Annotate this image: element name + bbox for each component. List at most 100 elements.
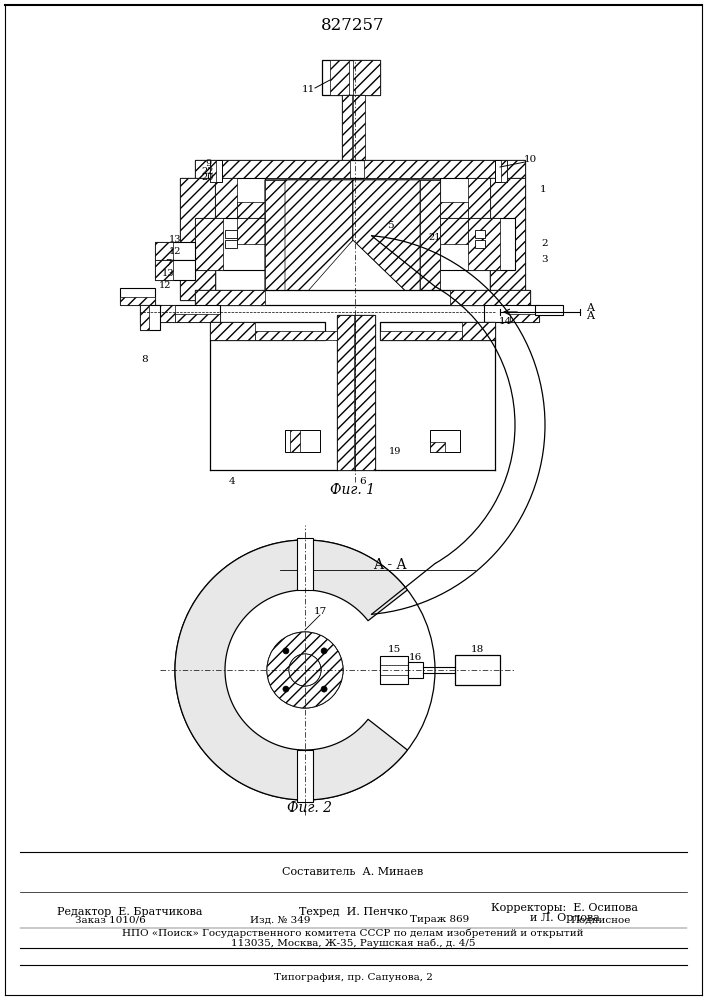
Text: Типография, пр. Сапунова, 2: Типография, пр. Сапунова, 2 bbox=[274, 972, 433, 982]
Polygon shape bbox=[353, 180, 440, 300]
Bar bbox=[215, 178, 237, 220]
Bar bbox=[155, 260, 195, 280]
Circle shape bbox=[289, 654, 321, 686]
Bar bbox=[510, 314, 539, 322]
Text: 22: 22 bbox=[201, 166, 214, 176]
Polygon shape bbox=[420, 180, 440, 300]
Bar bbox=[195, 160, 350, 178]
Bar bbox=[353, 95, 365, 160]
Bar bbox=[440, 218, 515, 270]
Text: 8: 8 bbox=[141, 356, 148, 364]
Bar bbox=[440, 218, 468, 244]
Text: 9: 9 bbox=[205, 159, 211, 168]
Bar bbox=[430, 430, 460, 452]
Text: 5: 5 bbox=[387, 221, 393, 230]
Bar bbox=[490, 178, 525, 300]
Text: 827257: 827257 bbox=[321, 16, 385, 33]
Bar bbox=[180, 178, 215, 300]
Text: 7: 7 bbox=[165, 258, 171, 267]
Bar bbox=[408, 662, 423, 678]
Bar bbox=[237, 218, 265, 244]
Text: НПО «Поиск» Государственного комитета СССР по делам изобретений и открытий: НПО «Поиск» Государственного комитета СС… bbox=[122, 928, 584, 938]
Text: 20: 20 bbox=[201, 174, 214, 182]
Bar bbox=[210, 160, 216, 182]
Text: 14: 14 bbox=[498, 318, 512, 326]
Bar bbox=[330, 60, 349, 95]
Circle shape bbox=[283, 686, 289, 692]
Bar bbox=[225, 230, 237, 238]
Text: Редактор  Е. Братчикова: Редактор Е. Братчикова bbox=[57, 907, 203, 917]
Bar bbox=[195, 290, 530, 305]
Circle shape bbox=[267, 632, 343, 708]
Text: Фиг. 1: Фиг. 1 bbox=[330, 483, 375, 497]
Bar bbox=[364, 160, 525, 178]
Bar bbox=[355, 315, 375, 470]
Text: 15: 15 bbox=[387, 646, 401, 654]
Circle shape bbox=[321, 648, 327, 654]
Bar bbox=[380, 331, 462, 340]
Text: Фиг. 2: Фиг. 2 bbox=[288, 801, 332, 815]
Text: Подписное: Подписное bbox=[570, 916, 631, 924]
Text: 113035, Москва, Ж-35, Раушская наб., д. 4/5: 113035, Москва, Ж-35, Раушская наб., д. … bbox=[230, 938, 475, 948]
Text: 1: 1 bbox=[539, 186, 547, 194]
Text: 18: 18 bbox=[470, 646, 484, 654]
Text: 12: 12 bbox=[169, 247, 181, 256]
Bar bbox=[380, 322, 495, 340]
Bar bbox=[430, 442, 445, 452]
Bar bbox=[255, 331, 337, 340]
Bar bbox=[210, 322, 255, 340]
Bar bbox=[440, 178, 490, 220]
Text: A - A: A - A bbox=[373, 558, 407, 572]
Polygon shape bbox=[265, 180, 285, 300]
Bar bbox=[120, 297, 155, 305]
Text: 12: 12 bbox=[159, 282, 171, 290]
Text: 4: 4 bbox=[228, 478, 235, 487]
Text: Заказ 1010/6: Заказ 1010/6 bbox=[75, 916, 146, 924]
Bar bbox=[140, 305, 160, 330]
Text: 13: 13 bbox=[169, 235, 181, 244]
Bar bbox=[140, 305, 175, 322]
Bar bbox=[490, 178, 525, 300]
Bar bbox=[290, 430, 300, 452]
Bar bbox=[337, 315, 375, 470]
Bar bbox=[215, 178, 490, 300]
Bar bbox=[215, 178, 265, 220]
Text: 19: 19 bbox=[389, 448, 401, 456]
Text: 16: 16 bbox=[409, 654, 421, 662]
Text: и Л. Орлова: и Л. Орлова bbox=[530, 913, 600, 923]
Bar bbox=[475, 230, 485, 238]
Bar bbox=[210, 160, 222, 182]
Bar bbox=[455, 655, 500, 685]
Text: 2: 2 bbox=[542, 238, 549, 247]
Bar bbox=[180, 178, 215, 300]
Circle shape bbox=[283, 648, 289, 654]
Text: Корректоры:  Е. Осипова: Корректоры: Е. Осипова bbox=[491, 903, 638, 913]
Text: A: A bbox=[586, 303, 594, 313]
Bar bbox=[462, 322, 495, 340]
Polygon shape bbox=[297, 538, 313, 590]
Bar bbox=[475, 240, 485, 248]
Polygon shape bbox=[353, 180, 420, 300]
Bar bbox=[495, 160, 507, 182]
Bar bbox=[210, 322, 325, 340]
Bar bbox=[322, 60, 380, 95]
Text: Техред  И. Пенчко: Техред И. Пенчко bbox=[298, 907, 407, 917]
Text: 17: 17 bbox=[313, 607, 327, 616]
Text: Тираж 869: Тираж 869 bbox=[410, 916, 469, 924]
Bar bbox=[120, 288, 155, 305]
Bar bbox=[195, 218, 265, 270]
Text: Составитель  А. Минаев: Составитель А. Минаев bbox=[282, 867, 423, 877]
Text: A: A bbox=[586, 311, 594, 321]
Circle shape bbox=[267, 632, 343, 708]
Circle shape bbox=[289, 654, 321, 686]
Bar bbox=[440, 202, 468, 220]
Text: Изд. № 349: Изд. № 349 bbox=[250, 916, 310, 924]
Bar bbox=[140, 305, 220, 322]
Polygon shape bbox=[175, 540, 407, 800]
Bar bbox=[195, 218, 223, 270]
Text: 21: 21 bbox=[428, 233, 441, 242]
Circle shape bbox=[321, 686, 327, 692]
Bar bbox=[468, 178, 490, 220]
Text: 10: 10 bbox=[523, 155, 537, 164]
Polygon shape bbox=[285, 180, 353, 300]
